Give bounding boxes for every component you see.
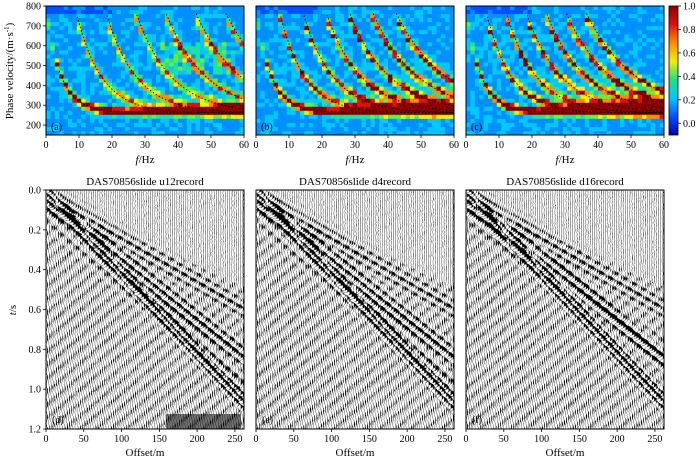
wiggle-traces-d (46, 190, 244, 429)
bottom-x-tick-label: 0 (254, 434, 259, 445)
record-panel-d: (d) (45, 189, 245, 430)
top-x-tick-label: 0 (254, 140, 259, 151)
dispersion-panel-c: (c) (465, 5, 665, 136)
bottom-y-axis-label: t/s (7, 305, 19, 315)
bottom-axes-ticks: 0 50 100 150 200 250 0 50 100 150 200 250 0 50 100 150 2… (29, 186, 663, 446)
bottom-y-tick-label: 0.4 (29, 265, 42, 276)
bottom-x-tick-label: 0 (464, 434, 469, 445)
top-x-tick-label: 40 (173, 140, 183, 151)
panel-label-b: (b) (261, 122, 273, 133)
record-title-e: DAS70856slide d4record (299, 176, 412, 188)
bottom-x-tick-label: 100 (114, 434, 129, 445)
record-title-f: DAS70856slide d16record (506, 176, 624, 188)
bottom-x-tick-label: 0 (44, 434, 49, 445)
top-x-tick-label: 20 (107, 140, 117, 151)
top-x-tick-label: 40 (593, 140, 603, 151)
panel-label-d: (d) (52, 415, 64, 426)
wiggle-traces-f (466, 190, 664, 429)
bottom-y-tick-label: 0.0 (29, 186, 42, 197)
dispersion-curves-b (268, 13, 454, 114)
bottom-y-tick-label: 0.6 (29, 305, 42, 316)
bottom-x-tick-label: 200 (400, 434, 415, 445)
panel-label-a: (a) (51, 122, 62, 133)
bottom-x-tick-label: 50 (289, 434, 299, 445)
top-x-tick-label: 10 (284, 140, 294, 151)
top-x-tick-label: 30 (140, 140, 150, 151)
bottom-x-tick-label: 150 (572, 434, 587, 445)
bottom-x-tick-label: 100 (324, 434, 339, 445)
top-axes-ticks: 0 10 20 30 40 50 60 0 10 20 30 40 50 60 0 10 20 30 40 50 602… (26, 2, 669, 152)
top-x-tick-label: 20 (527, 140, 537, 151)
bottom-y-tick-label: 0.2 (29, 225, 42, 236)
bottom-x-axis-label-d: Offset/m (126, 447, 165, 459)
record-title-d: DAS70856slide u12record (86, 176, 204, 188)
bottom-x-tick-label: 50 (499, 434, 509, 445)
dispersion-panel-b: (b) (255, 5, 455, 136)
colorbar-tick-label: 0.2 (683, 95, 696, 106)
record-panel-e: (e) (255, 189, 455, 430)
top-x-axis-label-c: f/Hz (556, 154, 575, 166)
top-x-tick-label: 60 (659, 140, 669, 151)
top-y-tick-label: 300 (26, 101, 41, 112)
bottom-y-tick-label: 1.0 (29, 385, 42, 396)
top-x-tick-label: 30 (560, 140, 570, 151)
colorbar-tick-label: 1.0 (683, 2, 696, 13)
top-x-tick-label: 10 (494, 140, 504, 151)
colorbar: 0.0 0.2 0.4 0.6 0.8 1.0 (668, 2, 696, 136)
bottom-y-tick-label: 1.2 (29, 425, 42, 436)
top-x-tick-label: 50 (626, 140, 636, 151)
top-y-axis-label: Phase velocity/(m·s-1) (3, 22, 16, 119)
bottom-x-axis-label-e: Offset/m (336, 447, 375, 459)
bottom-x-tick-label: 250 (437, 434, 452, 445)
colorbar-ticks: 0.0 0.2 0.4 0.6 0.8 1.0 (678, 2, 696, 130)
top-y-tick-label: 200 (26, 121, 41, 132)
panel-label-c: (c) (471, 122, 482, 133)
bottom-x-tick-label: 100 (534, 434, 549, 445)
bottom-x-tick-label: 150 (152, 434, 167, 445)
dispersion-image-a (46, 6, 244, 135)
panel-label-e: (e) (262, 415, 273, 426)
record-panel-f: (f) (465, 189, 665, 430)
colorbar-tick-label: 0.0 (683, 119, 696, 130)
bottom-y-tick-label: 0.8 (29, 345, 42, 356)
colorbar-bar (668, 5, 679, 136)
top-y-tick-label: 500 (26, 61, 41, 72)
bottom-x-axis-label-f: Offset/m (546, 447, 585, 459)
top-y-tick-label: 800 (26, 2, 41, 13)
dispersion-panel-a: (a) (45, 5, 245, 136)
top-x-tick-label: 0 (44, 140, 49, 151)
wiggle-traces-e (256, 190, 454, 429)
bottom-x-tick-label: 200 (610, 434, 625, 445)
top-y-tick-label: 400 (26, 81, 41, 92)
top-x-tick-label: 40 (383, 140, 393, 151)
colorbar-tick-label: 0.6 (683, 48, 696, 59)
top-x-tick-label: 60 (239, 140, 249, 151)
top-y-tick-label: 700 (26, 21, 41, 32)
panel-frame-f (465, 189, 665, 430)
top-x-tick-label: 50 (416, 140, 426, 151)
dispersion-curves-a (58, 13, 244, 114)
bottom-x-tick-label: 200 (190, 434, 205, 445)
top-x-tick-label: 0 (464, 140, 469, 151)
panel-frame-e (255, 189, 455, 430)
colorbar-tick-label: 0.4 (683, 72, 696, 83)
bottom-x-tick-label: 250 (227, 434, 242, 445)
panel-label-f: (f) (472, 415, 482, 426)
bottom-x-tick-label: 250 (647, 434, 662, 445)
dispersion-curves-c (478, 13, 664, 114)
top-x-tick-label: 60 (449, 140, 459, 151)
top-x-tick-label: 50 (206, 140, 216, 151)
top-x-tick-label: 30 (350, 140, 360, 151)
bottom-x-tick-label: 50 (79, 434, 89, 445)
top-y-tick-label: 600 (26, 41, 41, 52)
top-x-tick-label: 20 (317, 140, 327, 151)
top-x-tick-label: 10 (74, 140, 84, 151)
bottom-x-tick-label: 150 (362, 434, 377, 445)
dispersion-image-b (256, 6, 454, 135)
colorbar-tick-label: 0.8 (683, 25, 696, 36)
top-x-axis-label-a: f/Hz (136, 154, 155, 166)
dispersion-image-c (466, 6, 664, 135)
top-x-axis-label-b: f/Hz (346, 154, 365, 166)
